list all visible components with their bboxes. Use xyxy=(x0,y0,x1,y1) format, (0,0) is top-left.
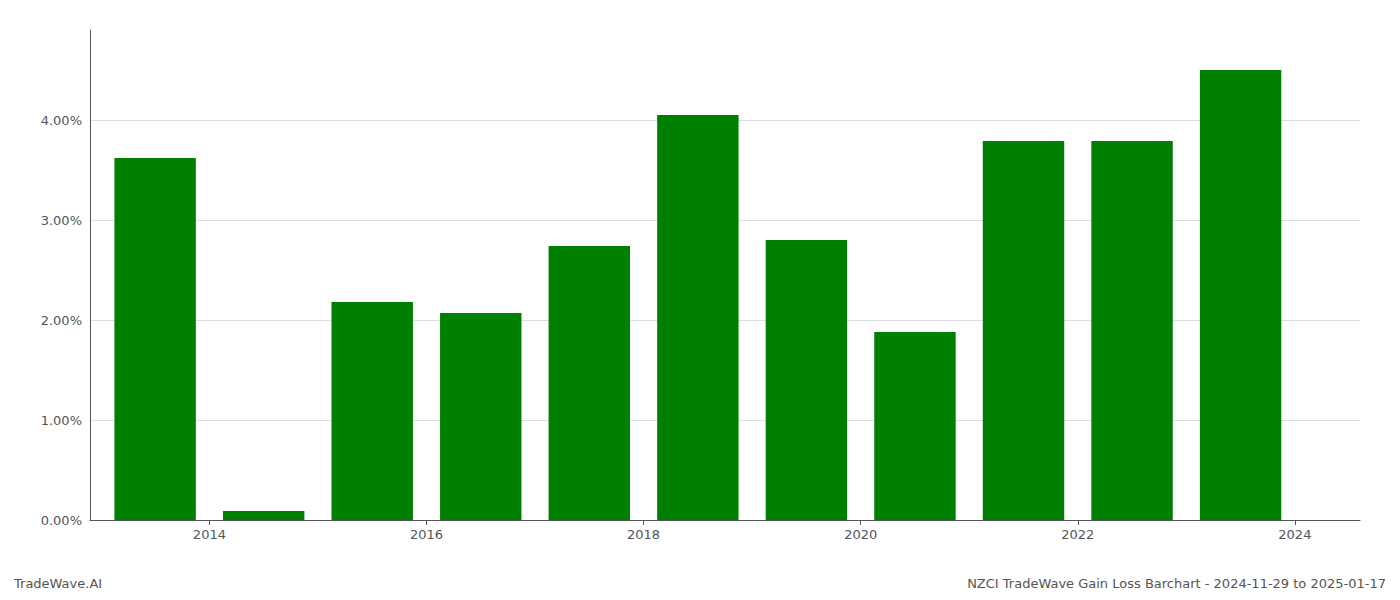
svg-text:2.00%: 2.00% xyxy=(41,313,82,328)
svg-text:2020: 2020 xyxy=(844,527,877,542)
svg-text:NZCI TradeWave Gain Loss Barch: NZCI TradeWave Gain Loss Barchart - 2024… xyxy=(967,576,1386,591)
svg-text:2014: 2014 xyxy=(193,527,226,542)
svg-text:2016: 2016 xyxy=(410,527,443,542)
svg-text:4.00%: 4.00% xyxy=(41,113,82,128)
svg-text:2018: 2018 xyxy=(627,527,660,542)
svg-text:2024: 2024 xyxy=(1278,527,1311,542)
svg-text:0.00%: 0.00% xyxy=(41,513,82,528)
svg-text:TradeWave.AI: TradeWave.AI xyxy=(13,576,102,591)
svg-text:2022: 2022 xyxy=(1061,527,1094,542)
svg-text:3.00%: 3.00% xyxy=(41,213,82,228)
svg-text:1.00%: 1.00% xyxy=(41,413,82,428)
